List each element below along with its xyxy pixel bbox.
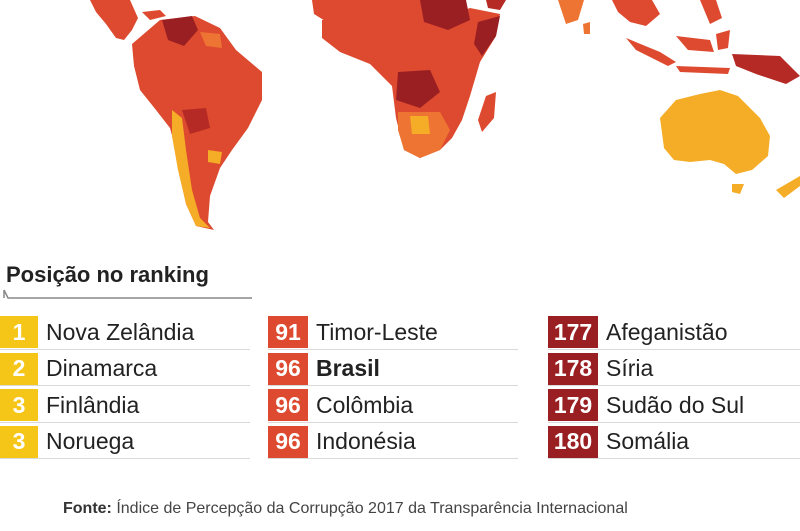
region-arabia-tip	[486, 0, 506, 10]
region-chile	[172, 110, 210, 228]
country-name: Sudão do Sul	[606, 391, 745, 418]
legend-row: 96 Brasil	[268, 351, 518, 388]
region-drc	[396, 70, 440, 108]
region-caribbean	[142, 10, 166, 20]
rank-badge: 96	[268, 389, 308, 422]
region-uruguay	[208, 150, 222, 164]
legend-row: 1 Nova Zelândia	[0, 314, 250, 351]
region-somalia	[474, 16, 500, 56]
legend-title: Posição no ranking	[6, 262, 209, 287]
legend-row: 3 Finlândia	[0, 387, 250, 424]
region-sudan	[420, 0, 470, 30]
legend-column-1: 1 Nova Zelândia 2 Dinamarca 3 Finlândia …	[0, 314, 250, 460]
legend-row: 180 Somália	[548, 424, 800, 461]
source-text: Índice de Percepção da Corrupção 2017 da…	[116, 500, 628, 517]
country-name: Finlândia	[46, 391, 140, 418]
region-australia	[660, 90, 770, 174]
country-name: Nova Zelândia	[46, 318, 195, 345]
rank-badge: 96	[268, 352, 308, 385]
rank-badge: 3	[0, 425, 38, 458]
world-map	[90, 0, 800, 230]
region-india-tip	[558, 0, 584, 24]
region-bolivia	[182, 108, 210, 134]
rank-badge: 180	[548, 425, 598, 458]
region-philippines	[700, 0, 722, 24]
region-papua	[732, 54, 800, 84]
source-label: Fonte:	[63, 500, 112, 517]
region-botswana	[410, 116, 430, 134]
region-sri-lanka	[583, 22, 590, 34]
legend-row: 96 Colômbia	[268, 387, 518, 424]
legend-row: 91 Timor-Leste	[268, 314, 518, 351]
region-guianas	[200, 32, 222, 48]
legend-row: 2 Dinamarca	[0, 351, 250, 388]
country-name: Colômbia	[316, 391, 414, 418]
rank-badge: 179	[548, 389, 598, 422]
country-name: Timor-Leste	[316, 318, 438, 345]
rank-badge: 2	[0, 352, 38, 385]
legend-row: 178 Síria	[548, 351, 800, 388]
country-name: Indonésia	[316, 428, 416, 455]
rank-badge: 91	[268, 316, 308, 349]
legend-row: 96 Indonésia	[268, 424, 518, 461]
region-madagascar	[478, 92, 496, 132]
region-indonesia-1	[626, 38, 676, 66]
country-name: Somália	[606, 428, 690, 455]
country-name: Dinamarca	[46, 355, 158, 382]
rank-badge: 177	[548, 316, 598, 349]
legend-row: 3 Noruega	[0, 424, 250, 461]
rank-badge: 3	[0, 389, 38, 422]
source-credit: Fonte: Índice de Percepção da Corrupção …	[63, 500, 628, 518]
legend-column-2: 91 Timor-Leste 96 Brasil 96 Colômbia 96 …	[268, 314, 518, 460]
region-central-america	[90, 0, 138, 40]
country-name: Afeganistão	[606, 318, 728, 345]
region-southeast-asia	[612, 0, 660, 26]
region-indonesia-2	[676, 36, 714, 52]
region-sulawesi	[716, 30, 730, 50]
legend-row: 179 Sudão do Sul	[548, 387, 800, 424]
legend-row: 177 Afeganistão	[548, 314, 800, 351]
country-name: Noruega	[46, 428, 135, 455]
rank-badge: 178	[548, 352, 598, 385]
title-underline	[3, 289, 252, 299]
country-name-highlighted: Brasil	[316, 355, 380, 382]
country-name: Síria	[606, 355, 654, 382]
rank-badge: 1	[0, 316, 38, 349]
rank-badge: 96	[268, 425, 308, 458]
region-new-zealand	[776, 176, 800, 198]
legend-column-3: 177 Afeganistão 178 Síria 179 Sudão do S…	[548, 314, 800, 460]
region-venezuela	[162, 16, 198, 46]
region-indonesia-3	[676, 66, 730, 74]
region-tasmania	[732, 184, 744, 194]
